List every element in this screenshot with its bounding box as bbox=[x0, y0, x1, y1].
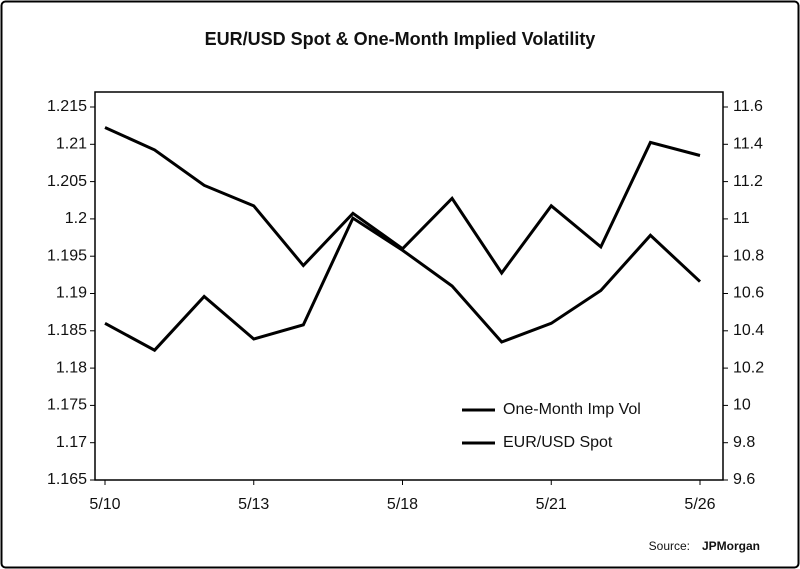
legend-label: EUR/USD Spot bbox=[503, 434, 613, 451]
y-tick-label: 1.2 bbox=[65, 210, 87, 227]
y-tick-label: 1.18 bbox=[56, 359, 87, 376]
y2-tick-label: 10.4 bbox=[733, 322, 764, 339]
plot-frame bbox=[94, 91, 724, 481]
y2-tick-label: 10.6 bbox=[733, 285, 764, 302]
y2-tick-label: 9.8 bbox=[733, 434, 755, 451]
y2-tick-label: 11.4 bbox=[733, 136, 763, 153]
x-tick-label: 5/21 bbox=[536, 496, 567, 513]
source-name: JPMorgan bbox=[702, 539, 760, 553]
y-tick-label: 1.165 bbox=[47, 471, 87, 488]
y-tick-label: 1.17 bbox=[56, 434, 87, 451]
y-tick-label: 1.21 bbox=[56, 136, 87, 153]
y-tick-label: 1.195 bbox=[47, 247, 87, 264]
x-tick-label: 5/26 bbox=[684, 496, 715, 513]
legend-label: One-Month Imp Vol bbox=[503, 401, 641, 418]
series-line bbox=[104, 215, 702, 353]
x-tick-label: 5/13 bbox=[238, 496, 269, 513]
y-tick-label: 1.19 bbox=[56, 285, 87, 302]
y2-tick-label: 10 bbox=[733, 397, 751, 414]
y2-tick-label: 9.6 bbox=[733, 471, 755, 488]
chart-title: EUR/USD Spot & One-Month Implied Volatil… bbox=[205, 29, 596, 49]
y2-tick-label: 11.6 bbox=[733, 98, 763, 115]
y-tick-label: 1.185 bbox=[47, 322, 87, 339]
source-label: Source: bbox=[649, 539, 690, 553]
y2-tick-label: 10.2 bbox=[733, 359, 764, 376]
y2-tick-label: 11 bbox=[733, 210, 750, 227]
y2-tick-label: 10.8 bbox=[733, 247, 764, 264]
y-tick-label: 1.215 bbox=[47, 98, 87, 115]
y-tick-label: 1.205 bbox=[47, 173, 87, 190]
x-tick-label: 5/18 bbox=[387, 496, 418, 513]
y-tick-label: 1.175 bbox=[47, 397, 87, 414]
x-tick-label: 5/10 bbox=[89, 496, 120, 513]
y2-tick-label: 11.2 bbox=[733, 173, 763, 190]
